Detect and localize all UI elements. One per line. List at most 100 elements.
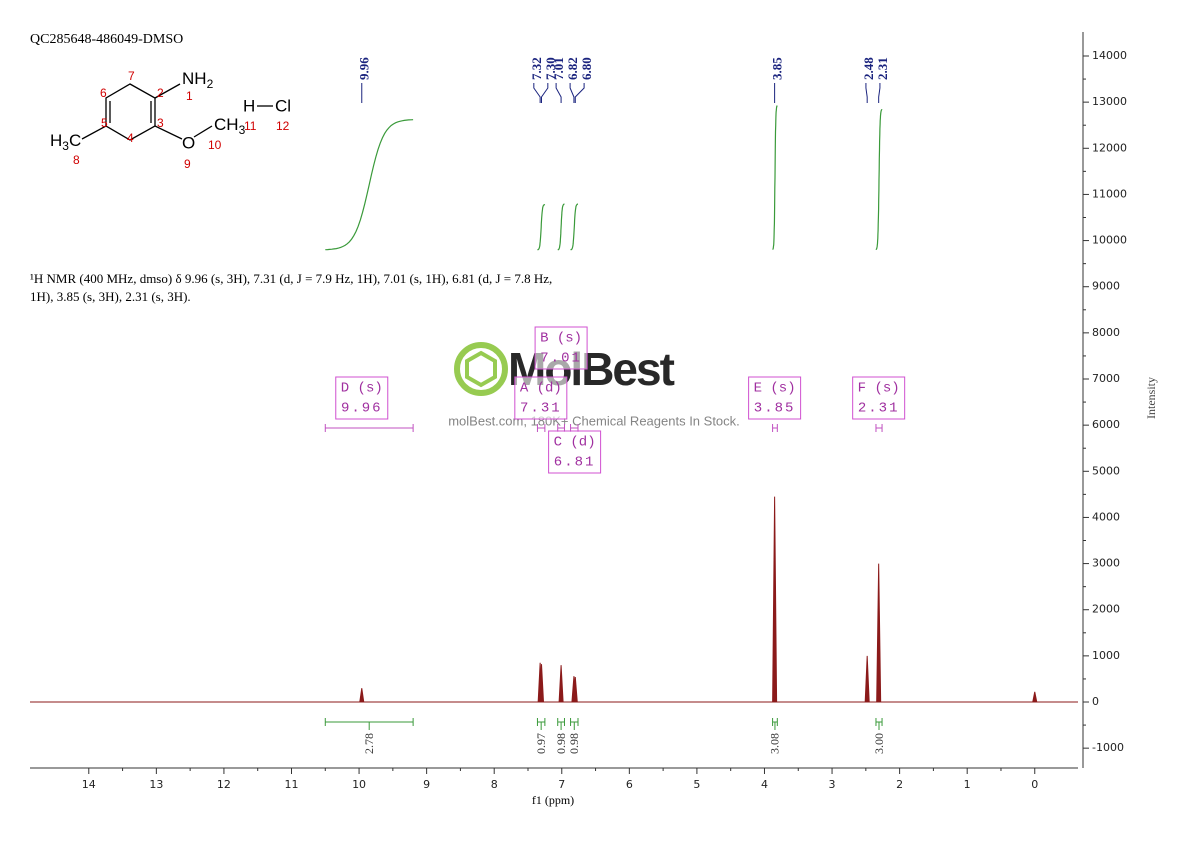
y-tick-label: 0 <box>1092 695 1099 708</box>
y-tick-label: -1000 <box>1092 741 1124 754</box>
x-tick-label: 11 <box>284 778 298 791</box>
peak-label: 2.31 <box>875 57 890 80</box>
x-tick-label: 9 <box>423 778 430 791</box>
x-axis-label: f1 (ppm) <box>532 793 574 807</box>
integral-curve <box>325 119 414 251</box>
peak-label-connector <box>569 83 575 103</box>
y-tick-label: 7000 <box>1092 372 1120 385</box>
y-tick-label: 13000 <box>1092 95 1127 108</box>
atom-number: 6 <box>100 86 107 100</box>
bond <box>154 83 181 99</box>
peak-label: 9.96 <box>357 57 372 80</box>
bond <box>81 125 107 140</box>
peak-label: 2.48 <box>861 57 876 80</box>
watermark-tagline: molBest.com, 180K+ Chemical Reagents In … <box>448 413 740 428</box>
y-tick-label: 4000 <box>1092 510 1120 523</box>
peak <box>572 677 578 703</box>
y-tick-label: 2000 <box>1092 603 1120 616</box>
atom-number: 7 <box>128 69 135 83</box>
atom: CH3 <box>214 115 246 137</box>
x-tick-label: 3 <box>829 778 836 791</box>
atom: H <box>243 96 255 115</box>
x-tick-label: 8 <box>491 778 498 791</box>
x-tick-label: 1 <box>964 778 971 791</box>
integral-curve <box>557 203 565 251</box>
y-tick-label: 14000 <box>1092 49 1127 62</box>
peak <box>772 496 778 703</box>
bond <box>154 125 183 140</box>
description: ¹H NMR (400 MHz, dmso) δ 9.96 (s, 3H), 7… <box>30 271 553 304</box>
multiplet-box <box>548 430 602 474</box>
atom-number: 9 <box>184 157 191 171</box>
multiplet-label: C (d) <box>554 435 596 451</box>
x-tick-label: 4 <box>761 778 768 791</box>
atom-number: 10 <box>208 138 222 152</box>
integral-curve <box>570 203 578 251</box>
integral-curve <box>772 105 778 251</box>
y-tick-label: 11000 <box>1092 187 1127 200</box>
atom: H3C <box>50 131 81 153</box>
integral-label: 0.98 <box>567 733 581 754</box>
atom-number: 11 <box>244 119 257 133</box>
peak <box>876 563 882 703</box>
multiplet-shift: 6.81 <box>554 455 596 471</box>
multiplet-shift: 3.85 <box>754 401 796 417</box>
peak-label-connector <box>574 83 585 103</box>
y-tick-label: 3000 <box>1092 557 1120 570</box>
peak-label: 7.01 <box>551 57 566 80</box>
atom-number: 2 <box>157 86 164 100</box>
y-tick-label: 8000 <box>1092 326 1120 339</box>
atom-number: 12 <box>276 119 290 133</box>
peak-label: 6.82 <box>565 57 580 80</box>
atom-number: 3 <box>157 116 164 130</box>
integral-curve <box>875 108 883 251</box>
molecule <box>81 83 273 141</box>
x-tick-label: 10 <box>352 778 366 791</box>
y-tick-label: 10000 <box>1092 234 1127 247</box>
multiplet-label: A (d) <box>520 381 562 397</box>
y-axis-label: Intensity <box>1144 377 1158 419</box>
integral-label: 2.78 <box>362 733 376 754</box>
atom-number: 5 <box>101 116 108 130</box>
multiplet-label: D (s) <box>341 381 383 397</box>
peak <box>539 664 544 703</box>
multiplet-box <box>534 326 588 370</box>
x-tick-label: 6 <box>626 778 633 791</box>
x-tick-label: 7 <box>558 778 565 791</box>
atom-number: 8 <box>73 153 80 167</box>
multiplet-shift: 9.96 <box>341 401 383 417</box>
multiplet-label: E (s) <box>754 381 796 397</box>
y-tick-label: 5000 <box>1092 464 1120 477</box>
peak-label-connector <box>533 83 541 103</box>
multiplet-label: F (s) <box>858 381 900 397</box>
peak-label-connector <box>878 83 881 103</box>
peak-label: 7.30 <box>543 57 558 80</box>
multiplet-box <box>514 376 568 420</box>
x-tick-label: 13 <box>149 778 163 791</box>
peak-label: 3.85 <box>770 57 785 80</box>
multiplet-box <box>748 376 802 420</box>
bond <box>193 125 213 138</box>
integral-label: 0.98 <box>554 733 568 754</box>
y-tick-label: 1000 <box>1092 649 1120 662</box>
x-tick-label: 2 <box>896 778 903 791</box>
peak-label-connector <box>541 83 549 103</box>
multiplet-box <box>335 376 389 420</box>
y-tick-label: 6000 <box>1092 418 1120 431</box>
integral-label: 3.00 <box>872 733 886 754</box>
watermark-logo <box>454 342 508 396</box>
atom: NH2 <box>182 69 214 91</box>
x-tick-label: 5 <box>693 778 700 791</box>
multiplet-box <box>852 376 906 420</box>
peak-label: 6.80 <box>579 57 594 80</box>
multiplet-label: B (s) <box>540 331 582 347</box>
atom-number: 1 <box>186 89 193 103</box>
multiplet-shift: 7.01 <box>540 351 582 367</box>
x-tick-label: 0 <box>1031 778 1038 791</box>
y-tick-label: 12000 <box>1092 141 1127 154</box>
peak <box>558 665 564 703</box>
integral-label: 3.08 <box>768 733 782 754</box>
